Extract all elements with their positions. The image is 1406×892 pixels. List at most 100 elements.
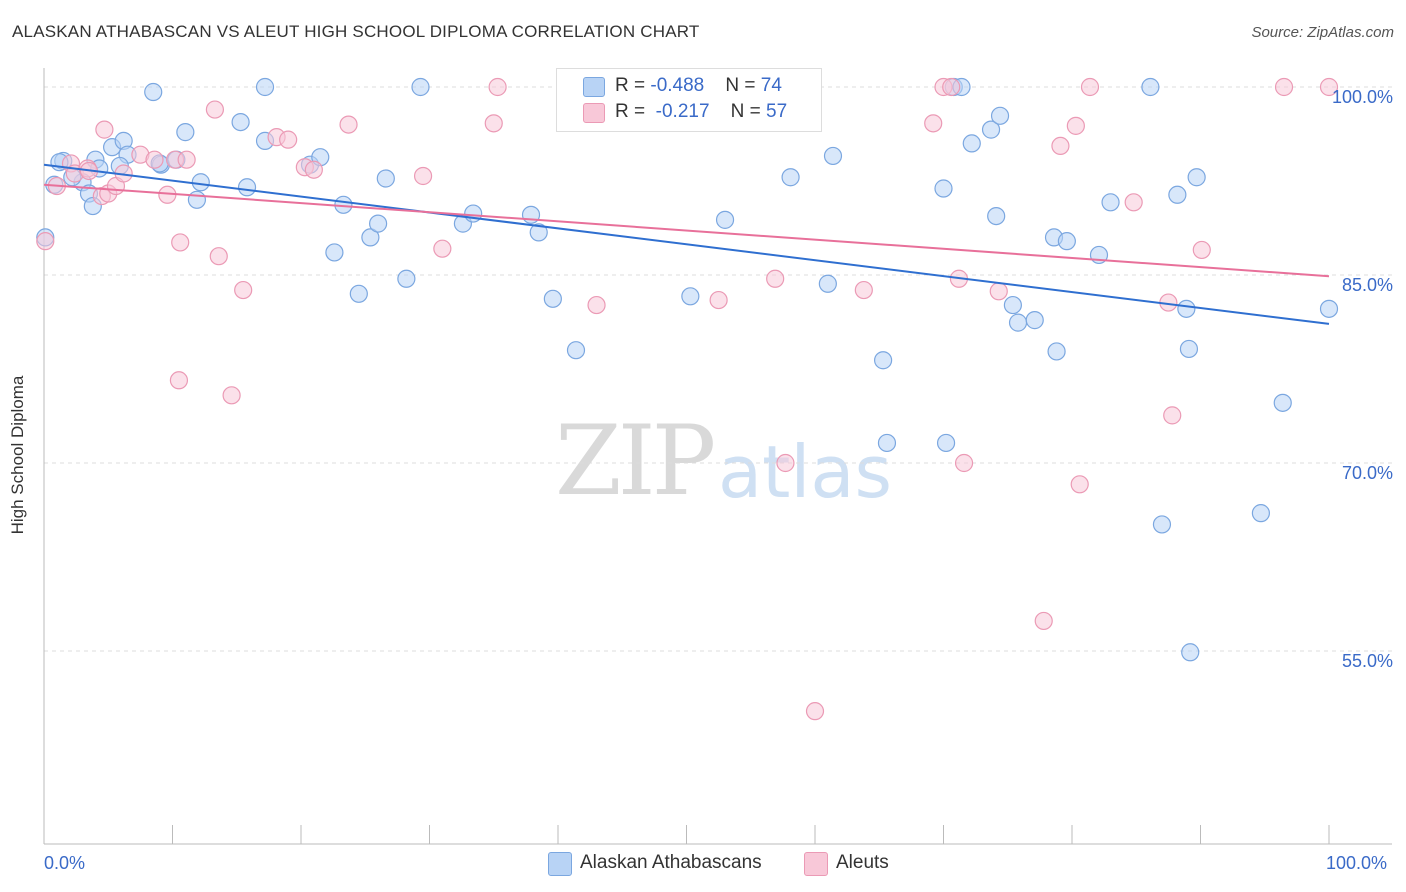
data-point xyxy=(1152,515,1172,534)
data-point xyxy=(176,123,195,142)
data-point xyxy=(171,233,190,252)
data-point xyxy=(234,280,253,300)
watermark-zip: ZIP xyxy=(555,405,716,517)
n-value: 74 xyxy=(760,75,782,96)
data-point xyxy=(177,150,196,169)
data-point xyxy=(376,169,395,188)
data-point xyxy=(877,433,897,453)
data-point xyxy=(349,284,368,303)
data-point xyxy=(962,134,981,153)
r-label: R = xyxy=(615,75,651,96)
source-note: Source: ZipAtlas.com xyxy=(1251,24,1394,41)
data-point xyxy=(818,274,837,293)
data-point xyxy=(715,210,735,229)
trend-line-aleuts xyxy=(43,183,1330,278)
watermark-atlas: atlas xyxy=(718,430,892,514)
data-point xyxy=(1070,475,1089,494)
chart-title: ALASKAN ATHABASCAN VS ALEUT HIGH SCHOOL … xyxy=(12,22,700,41)
data-point xyxy=(1141,77,1160,97)
data-point xyxy=(488,77,507,97)
data-point xyxy=(339,115,358,134)
r-value: -0.217 xyxy=(655,101,710,122)
data-point xyxy=(145,150,164,169)
n-value: 57 xyxy=(766,101,788,122)
data-point xyxy=(1192,240,1211,260)
data-point xyxy=(566,341,586,360)
series-alaskan-athabascans xyxy=(36,77,1339,662)
data-point xyxy=(1319,77,1339,97)
data-point xyxy=(934,179,953,198)
data-point xyxy=(587,295,606,315)
data-point xyxy=(989,282,1008,301)
data-point xyxy=(823,146,843,166)
trend-line-athabascans xyxy=(43,163,1330,325)
r-label: R = xyxy=(615,101,651,122)
data-point xyxy=(1319,299,1339,318)
data-point xyxy=(222,386,241,405)
data-point xyxy=(1274,77,1294,97)
data-point xyxy=(936,433,956,453)
data-point xyxy=(781,168,800,187)
r-value: -0.488 xyxy=(650,75,705,96)
pink-swatch xyxy=(583,103,605,123)
axes xyxy=(43,68,1392,845)
data-point xyxy=(144,82,163,102)
stats-legend: R = -0.488 N = 74 R = -0.217 N = 57 xyxy=(556,68,822,132)
data-point xyxy=(942,77,961,97)
legend-label: Aleuts xyxy=(836,852,889,873)
data-point xyxy=(924,114,943,133)
data-point xyxy=(413,166,433,186)
data-point xyxy=(1179,339,1199,359)
data-point xyxy=(805,702,825,721)
data-point xyxy=(874,351,893,370)
trend-lines xyxy=(43,163,1330,325)
n-label: N = xyxy=(730,101,767,122)
x-tick-label-min: 0.0% xyxy=(44,853,86,873)
y-axis-label: High School Diploma xyxy=(8,375,27,535)
data-point xyxy=(191,173,210,192)
data-point xyxy=(279,130,298,149)
legend-label: Alaskan Athabascans xyxy=(580,852,762,873)
data-point xyxy=(1273,393,1292,412)
data-point xyxy=(325,243,344,262)
data-point xyxy=(981,120,1001,139)
data-point xyxy=(529,223,548,242)
data-point xyxy=(766,269,785,288)
data-point xyxy=(1066,116,1085,135)
data-point xyxy=(397,269,416,288)
blue-swatch xyxy=(548,852,572,876)
y-tick-label: 85.0% xyxy=(1341,275,1393,295)
data-point xyxy=(209,247,228,266)
data-point xyxy=(304,160,323,179)
data-point xyxy=(1080,77,1100,97)
data-point xyxy=(433,239,452,258)
data-point xyxy=(1101,193,1120,212)
data-point xyxy=(854,280,873,300)
data-point xyxy=(1057,232,1076,251)
data-point xyxy=(1034,611,1053,631)
series-aleuts xyxy=(36,77,1339,721)
data-point xyxy=(990,106,1010,125)
data-point xyxy=(1163,406,1182,425)
data-point xyxy=(1025,311,1044,330)
data-point xyxy=(255,77,275,97)
data-point xyxy=(1181,643,1200,662)
data-point xyxy=(169,371,189,390)
data-point xyxy=(1251,504,1270,523)
data-point xyxy=(1003,295,1022,315)
data-point xyxy=(1008,313,1028,332)
data-point xyxy=(484,114,503,133)
pink-swatch xyxy=(804,852,828,876)
data-point xyxy=(411,77,430,97)
y-tick-label: 70.0% xyxy=(1341,463,1393,483)
y-tick-label: 100.0% xyxy=(1331,87,1393,107)
data-point xyxy=(681,287,700,306)
data-point xyxy=(776,453,795,473)
data-point xyxy=(1051,136,1070,156)
data-point xyxy=(1177,299,1196,318)
data-point xyxy=(237,178,257,197)
data-point xyxy=(1187,168,1206,187)
data-point xyxy=(205,100,225,119)
y-tick-label: 55.0% xyxy=(1341,651,1393,671)
